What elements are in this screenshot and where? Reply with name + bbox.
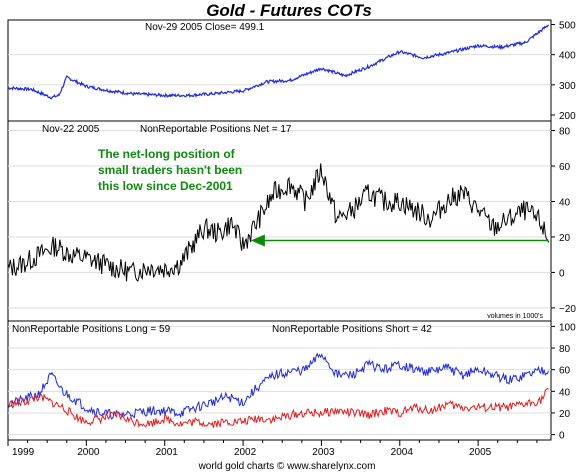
long-label: NonReportable Positions Long = 59 (12, 324, 171, 335)
price-line (7, 24, 550, 100)
y-tick-label: 80 (559, 344, 571, 355)
long-line (7, 352, 550, 421)
y-tick-label: −20 (559, 304, 576, 315)
price-header: Nov-29 2005 Close= 499.1 (145, 22, 265, 33)
price-panel-frame (7, 19, 552, 122)
y-tick-label: 40 (559, 387, 571, 398)
net-panel-frame (7, 120, 552, 322)
x-axis: 1999 2000 2001 2002 2003 2004 2005 (7, 440, 538, 458)
annotation-line: The net-long position of (98, 147, 236, 161)
y-tick-label: 100 (559, 322, 576, 333)
annotation-line: small traders hasn't been (98, 163, 242, 177)
y-tick-label: 60 (559, 366, 571, 377)
units-note: volumes in 1000's (487, 313, 543, 320)
y-tick-label: 20 (559, 233, 571, 244)
net-line (7, 163, 550, 282)
y-tick-label: 0 (559, 431, 565, 442)
x-tick-label: 2001 (156, 447, 179, 458)
net-panel: 80 60 40 20 0 −20 Nov-22 2005 NonReportable Pos… (7, 120, 576, 322)
x-tick-label: 2002 (234, 447, 257, 458)
x-tick-label: 2005 (469, 447, 492, 458)
chart-title: Gold - Futures COTs (206, 1, 372, 20)
annotation-line: this low since Dec-2001 (98, 179, 233, 193)
short-label: NonReportable Positions Short = 42 (272, 324, 432, 335)
y-tick-label: 40 (559, 197, 571, 208)
y-tick-label: 400 (559, 51, 576, 62)
arrow-head (250, 234, 265, 247)
long-short-panel: 100 80 60 40 20 0 NonReportable Positions Long… (7, 320, 576, 442)
long-short-panel-frame (7, 320, 552, 441)
price-panel: 200 300 400 500 Nov-29 2005 Close= 499.1 (7, 19, 576, 122)
x-tick-label: 2000 (77, 447, 100, 458)
net-label: NonReportable Positions Net = 17 (140, 124, 292, 135)
short-line (7, 388, 549, 428)
footer-credit: world gold charts © www.sharelynx.com (198, 461, 376, 472)
y-tick-label: 500 (559, 21, 576, 32)
x-tick-label: 1999 (12, 447, 35, 458)
y-tick-label: 200 (559, 111, 576, 122)
y-tick-label: 60 (559, 162, 571, 173)
x-tick-label: 2004 (391, 447, 414, 458)
y-tick-label: 80 (559, 127, 571, 138)
y-tick-label: 300 (559, 81, 576, 92)
y-tick-label: 20 (559, 409, 571, 420)
x-tick-label: 2003 (312, 447, 335, 458)
y-tick-label: 0 (559, 268, 565, 279)
net-header: Nov-22 2005 (42, 124, 100, 135)
